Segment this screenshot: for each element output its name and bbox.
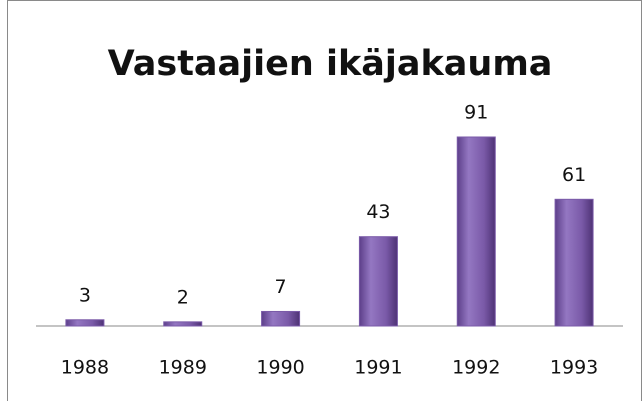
x-tick-label: 1993 [550, 357, 598, 379]
bar [456, 136, 496, 327]
value-label: 3 [79, 284, 91, 306]
x-tick-label: 1992 [452, 357, 500, 379]
x-tick-label: 1990 [256, 357, 304, 379]
chart-frame [7, 0, 642, 401]
x-tick-label: 1991 [354, 357, 402, 379]
bar [65, 319, 105, 327]
chart-title: Vastaajien ikäjakauma [108, 44, 553, 84]
x-tick-label: 1989 [159, 357, 207, 379]
value-label: 7 [275, 276, 287, 298]
bar [261, 310, 301, 327]
x-tick-label: 1988 [61, 357, 109, 379]
value-label: 2 [177, 286, 189, 308]
bar [554, 198, 594, 327]
value-label: 43 [366, 201, 390, 223]
bar [163, 321, 203, 327]
value-label: 61 [562, 164, 586, 186]
bar [358, 236, 398, 327]
value-label: 91 [464, 102, 488, 124]
